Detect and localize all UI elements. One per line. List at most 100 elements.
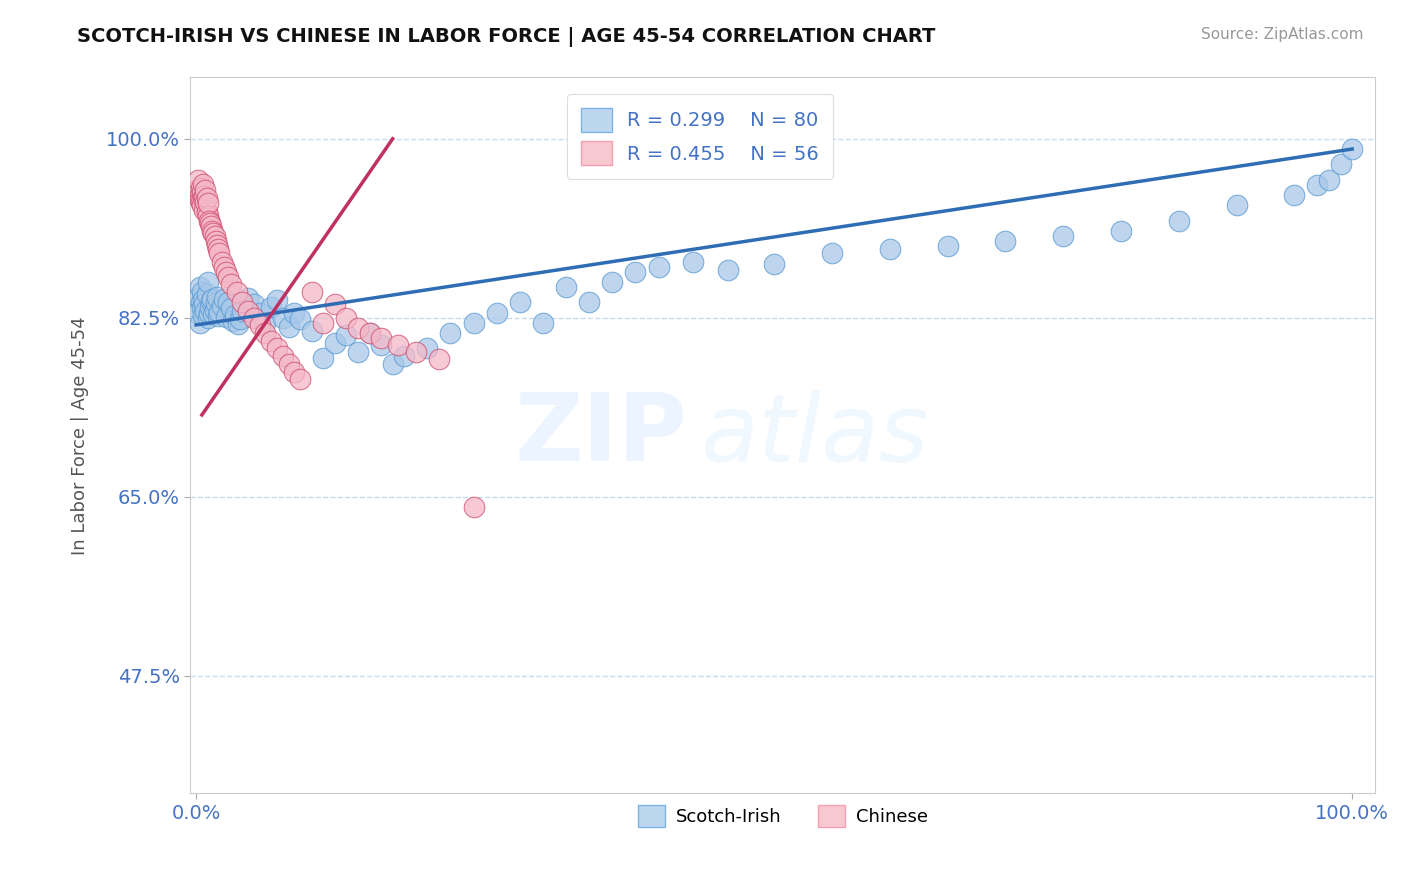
Text: ZIP: ZIP bbox=[515, 390, 688, 482]
Point bbox=[212, 293, 235, 307]
Point bbox=[195, 205, 218, 219]
Point bbox=[1329, 157, 1351, 171]
Point bbox=[188, 316, 211, 330]
Text: SCOTCH-IRISH VS CHINESE IN LABOR FORCE | AGE 45-54 CORRELATION CHART: SCOTCH-IRISH VS CHINESE IN LABOR FORCE |… bbox=[77, 27, 936, 46]
Point bbox=[1306, 178, 1329, 192]
Point bbox=[191, 177, 214, 191]
Point bbox=[283, 306, 305, 320]
Point bbox=[682, 254, 704, 268]
Point bbox=[370, 331, 392, 345]
Point bbox=[347, 321, 370, 335]
Point bbox=[485, 306, 508, 320]
Point bbox=[1052, 229, 1074, 244]
Point bbox=[191, 308, 214, 322]
Point bbox=[191, 285, 214, 300]
Point bbox=[217, 295, 239, 310]
Point bbox=[212, 260, 235, 274]
Point bbox=[202, 226, 225, 240]
Point bbox=[821, 246, 844, 260]
Point bbox=[416, 342, 439, 356]
Y-axis label: In Labor Force | Age 45-54: In Labor Force | Age 45-54 bbox=[72, 316, 89, 555]
Point bbox=[194, 195, 217, 210]
Point bbox=[266, 293, 288, 308]
Point bbox=[204, 296, 226, 310]
Point bbox=[229, 311, 252, 326]
Point bbox=[211, 298, 233, 312]
Point bbox=[1341, 142, 1364, 156]
Point bbox=[187, 172, 209, 186]
Text: atlas: atlas bbox=[700, 390, 928, 481]
Point bbox=[198, 213, 221, 227]
Point bbox=[249, 318, 271, 332]
Point bbox=[1109, 224, 1132, 238]
Point bbox=[335, 310, 357, 325]
Point bbox=[231, 295, 253, 310]
Point bbox=[190, 181, 212, 195]
Point bbox=[195, 191, 218, 205]
Point bbox=[260, 300, 283, 314]
Point bbox=[194, 303, 217, 318]
Point bbox=[717, 262, 740, 277]
Point bbox=[202, 307, 225, 321]
Point bbox=[427, 351, 450, 366]
Point bbox=[224, 308, 246, 322]
Point bbox=[439, 326, 461, 340]
Point bbox=[271, 310, 294, 325]
Point bbox=[217, 269, 239, 284]
Point bbox=[207, 309, 229, 323]
Point bbox=[243, 310, 266, 325]
Point bbox=[271, 349, 294, 363]
Point bbox=[405, 344, 427, 359]
Point bbox=[191, 198, 214, 212]
Legend: Scotch-Irish, Chinese: Scotch-Irish, Chinese bbox=[631, 798, 935, 834]
Point bbox=[243, 297, 266, 311]
Point bbox=[359, 326, 381, 340]
Point bbox=[186, 306, 208, 320]
Point bbox=[191, 301, 214, 315]
Point bbox=[578, 295, 600, 310]
Point bbox=[312, 351, 335, 365]
Point bbox=[197, 196, 219, 211]
Text: Source: ZipAtlas.com: Source: ZipAtlas.com bbox=[1201, 27, 1364, 42]
Point bbox=[197, 275, 219, 289]
Point bbox=[1284, 188, 1306, 202]
Point bbox=[194, 183, 217, 197]
Point bbox=[200, 219, 222, 233]
Point bbox=[205, 238, 228, 252]
Point bbox=[195, 287, 218, 301]
Point bbox=[359, 326, 381, 340]
Point bbox=[277, 357, 299, 371]
Point bbox=[197, 209, 219, 223]
Point bbox=[198, 306, 221, 320]
Point bbox=[1317, 172, 1340, 186]
Point bbox=[188, 193, 211, 207]
Point bbox=[225, 285, 247, 300]
Point bbox=[288, 372, 311, 386]
Point bbox=[387, 338, 409, 352]
Point bbox=[211, 254, 233, 268]
Point bbox=[283, 365, 305, 379]
Point bbox=[1225, 198, 1247, 212]
Point bbox=[188, 280, 211, 294]
Point bbox=[219, 301, 242, 315]
Point bbox=[215, 265, 238, 279]
Point bbox=[219, 277, 242, 291]
Point bbox=[600, 275, 623, 289]
Point bbox=[312, 316, 335, 330]
Point bbox=[301, 324, 323, 338]
Point bbox=[207, 242, 229, 256]
Point bbox=[201, 293, 224, 307]
Point bbox=[204, 234, 226, 248]
Point bbox=[509, 295, 531, 310]
Point bbox=[763, 256, 786, 270]
Point bbox=[994, 234, 1017, 248]
Point bbox=[236, 291, 259, 305]
Point bbox=[190, 195, 212, 210]
Point bbox=[198, 216, 221, 230]
Point bbox=[197, 310, 219, 325]
Point bbox=[193, 189, 215, 203]
Point bbox=[936, 239, 959, 253]
Point bbox=[236, 303, 259, 318]
Point bbox=[392, 349, 415, 363]
Point bbox=[624, 265, 647, 279]
